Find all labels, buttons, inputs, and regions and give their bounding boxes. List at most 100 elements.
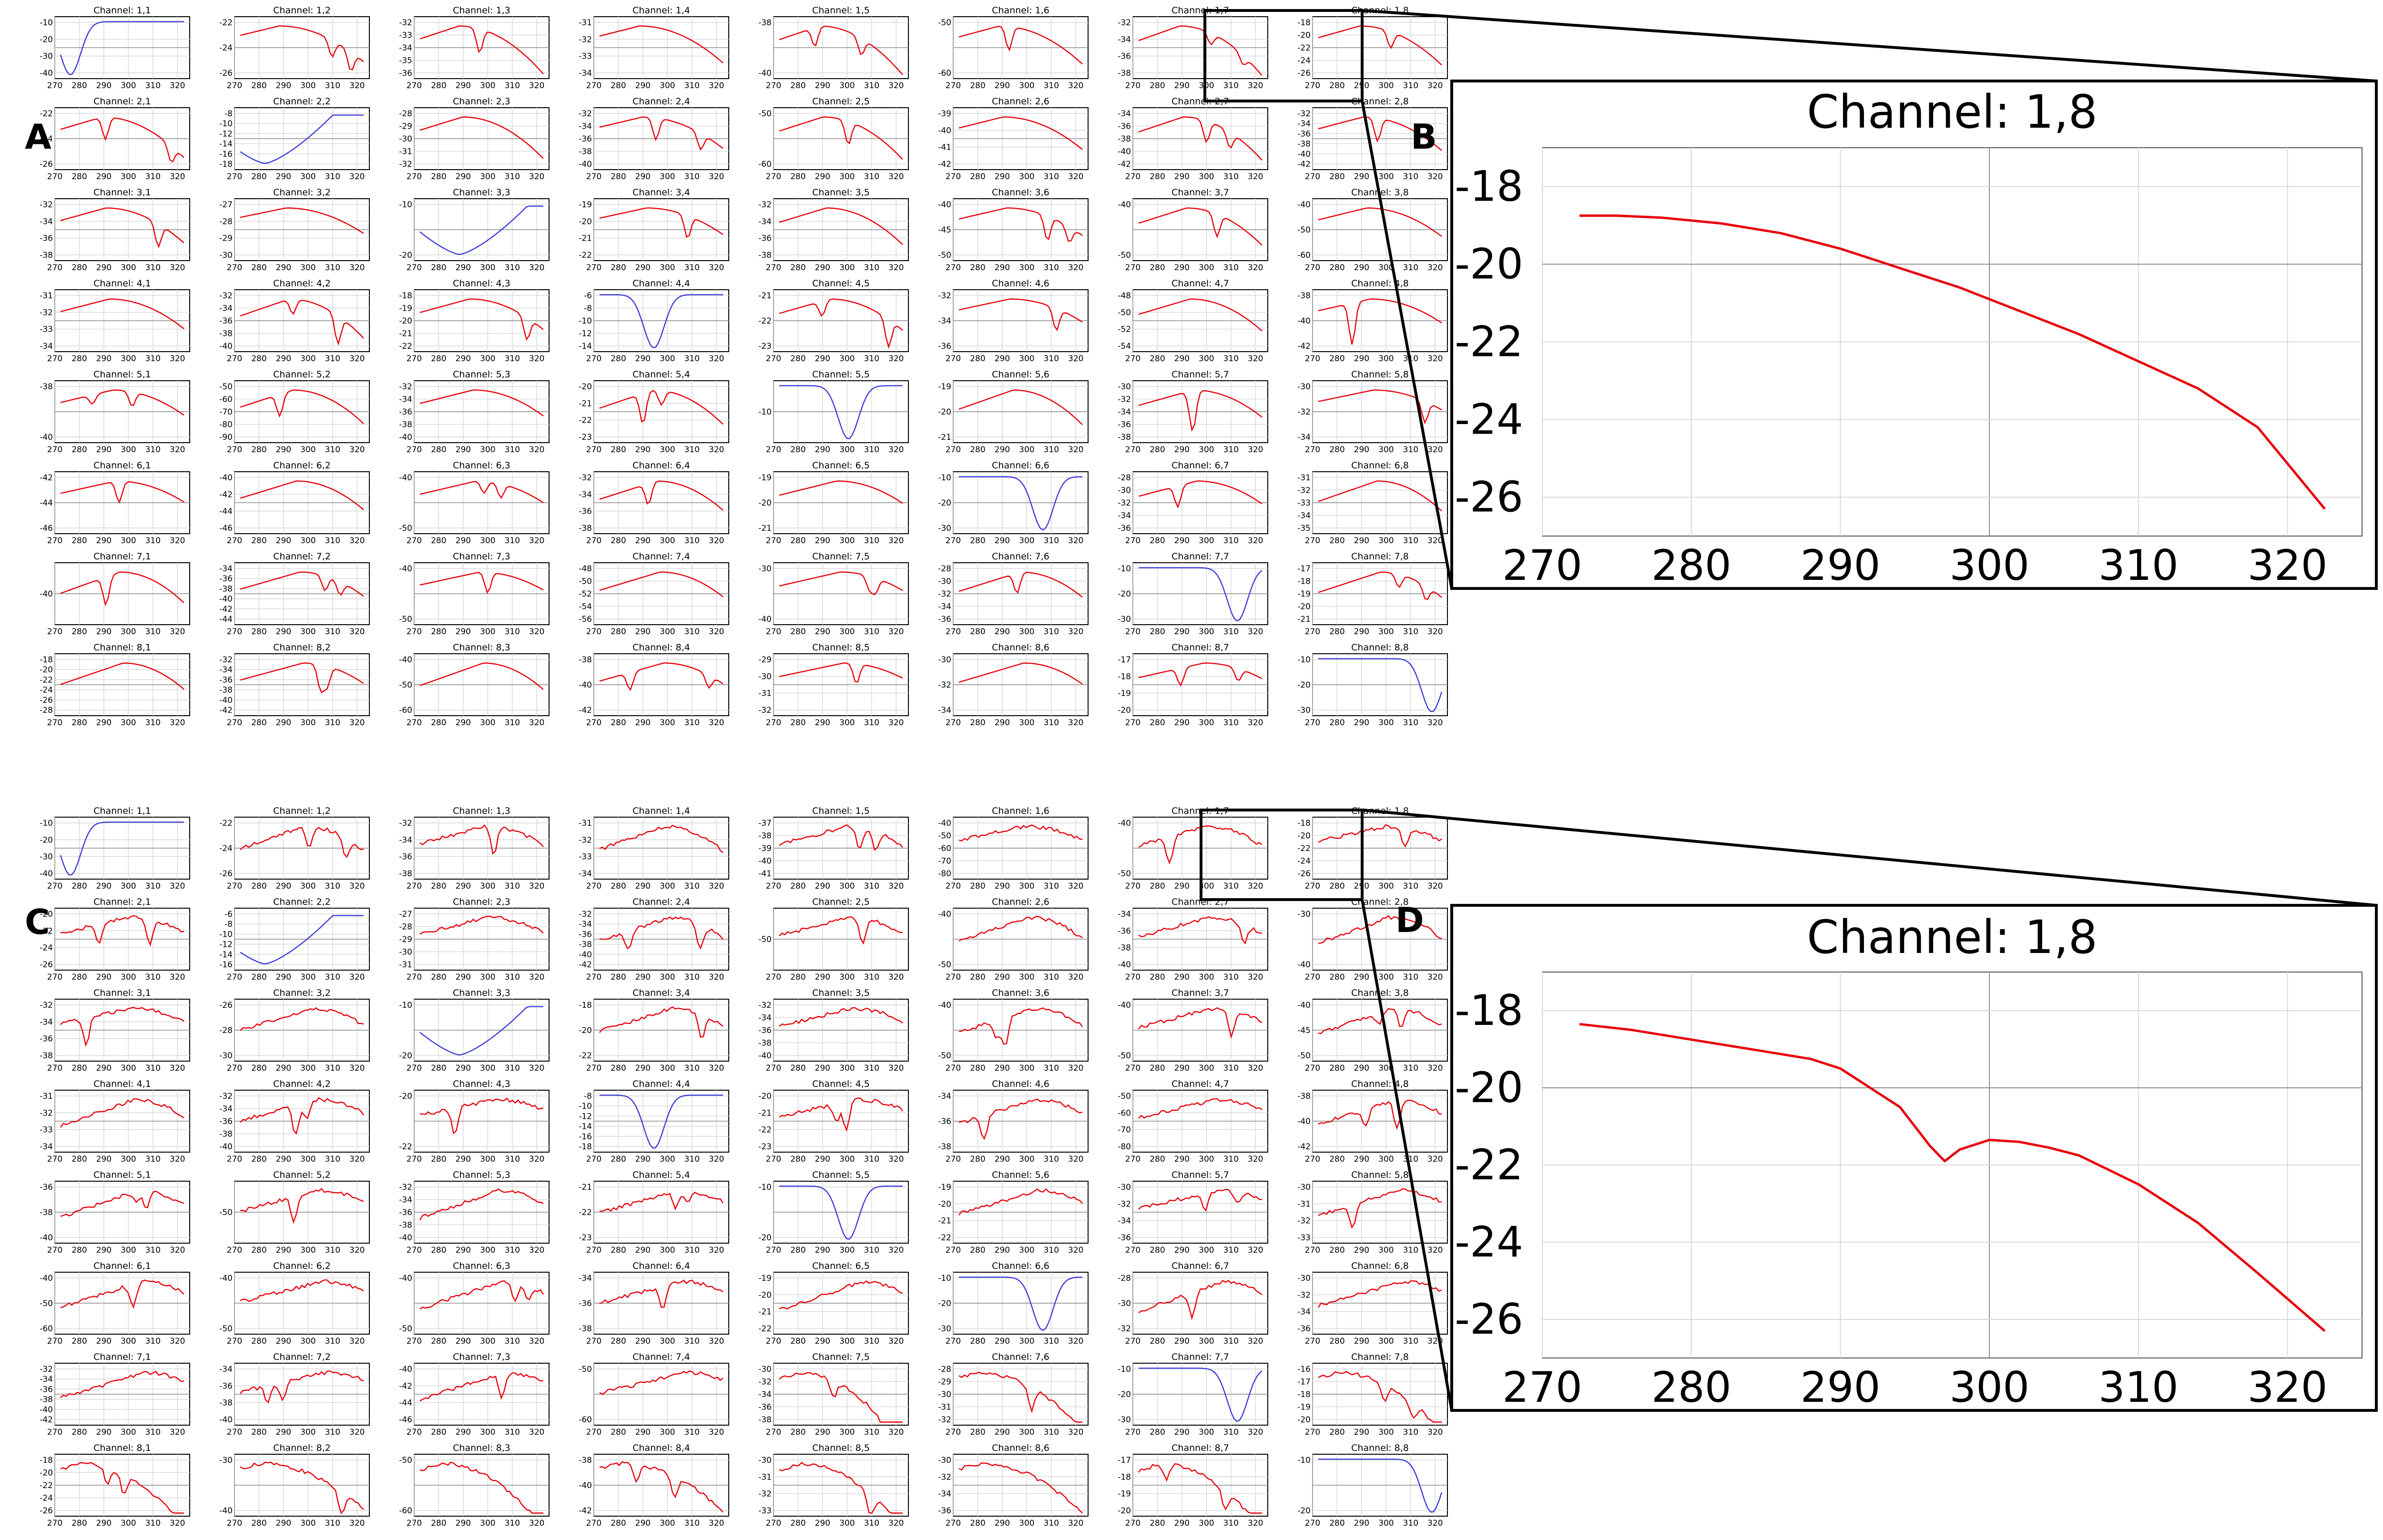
y-tick-label: -40 bbox=[1297, 1001, 1311, 1010]
subplot-title: Channel: 5,7 bbox=[1171, 369, 1229, 380]
x-tick-label: 310 bbox=[684, 81, 700, 91]
subplot-title: Channel: 4,1 bbox=[93, 1079, 151, 1089]
x-tick-label: 320 bbox=[888, 172, 904, 182]
x-tick-label: 280 bbox=[431, 881, 446, 891]
series-line bbox=[1138, 1188, 1263, 1212]
x-tick-label: 320 bbox=[888, 81, 904, 91]
y-tick-label: -36 bbox=[1118, 1233, 1131, 1243]
y-tick-label: -20 bbox=[938, 1199, 951, 1209]
x-tick-label: 300 bbox=[480, 973, 495, 982]
y-tick-label: -40 bbox=[1118, 1001, 1131, 1010]
subplot-1-8: Channel: 1,8270280290300310320-18-20-22-… bbox=[1297, 806, 1448, 891]
x-tick-label: 310 bbox=[1223, 536, 1239, 546]
x-tick-label: 300 bbox=[839, 1155, 855, 1164]
y-tick-label: -22 bbox=[938, 1233, 951, 1243]
series-line bbox=[599, 571, 723, 598]
x-tick-label: 280 bbox=[970, 172, 985, 182]
x-tick-label: 290 bbox=[635, 445, 651, 455]
subplot-title: Channel: 1,1 bbox=[93, 5, 151, 16]
x-tick-label: 290 bbox=[1354, 354, 1369, 364]
y-tick-label: -30 bbox=[758, 1456, 772, 1465]
x-tick-label: 300 bbox=[1019, 81, 1034, 91]
series-line bbox=[60, 1098, 184, 1128]
x-tick-label: 310 bbox=[505, 627, 520, 637]
x-tick-label: 290 bbox=[1174, 1337, 1190, 1346]
x-tick-label: 300 bbox=[300, 973, 316, 982]
y-tick-label: -20 bbox=[758, 1092, 772, 1101]
x-tick-label: 290 bbox=[276, 881, 291, 891]
subplot-title: Channel: 7,4 bbox=[632, 551, 690, 562]
y-tick-label: -29 bbox=[399, 935, 412, 944]
x-tick-label: 320 bbox=[349, 263, 365, 273]
x-tick-label: 300 bbox=[300, 1155, 316, 1164]
y-tick-label: -36 bbox=[399, 852, 412, 862]
y-tick-label: -32 bbox=[938, 1472, 951, 1482]
y-tick-label: -24 bbox=[219, 844, 233, 853]
x-tick-label: 300 bbox=[480, 1155, 495, 1164]
y-tick-label: -33 bbox=[1297, 498, 1311, 508]
y-tick-label: -40 bbox=[758, 69, 772, 78]
y-tick-label: -20 bbox=[758, 1233, 772, 1243]
subplot-title: Channel: 4,2 bbox=[273, 278, 331, 289]
y-tick-label: -32 bbox=[579, 910, 592, 919]
x-tick-label: 300 bbox=[121, 81, 136, 91]
x-tick-label: 280 bbox=[970, 1246, 985, 1255]
x-tick-label: 290 bbox=[456, 1519, 471, 1528]
x-tick-label: 280 bbox=[790, 881, 805, 891]
series-line bbox=[240, 662, 364, 694]
y-tick-label: -30 bbox=[1297, 1183, 1311, 1192]
x-tick-label: 290 bbox=[635, 1519, 651, 1528]
y-tick-label: -20 bbox=[40, 910, 53, 919]
x-tick-label: 310 bbox=[1223, 1428, 1239, 1437]
x-tick-label: 320 bbox=[349, 1428, 365, 1437]
x-tick-label: 280 bbox=[970, 81, 985, 91]
x-tick-label: 300 bbox=[839, 1428, 855, 1437]
x-tick-label: 270 bbox=[1502, 1363, 1582, 1412]
x-tick-label: 320 bbox=[1427, 536, 1443, 546]
y-tick-label: -38 bbox=[1118, 943, 1131, 953]
series-line bbox=[419, 116, 544, 159]
y-tick-label: -42 bbox=[1297, 1142, 1311, 1152]
subplot-title: Channel: 2,2 bbox=[273, 96, 331, 107]
subplot-title: Channel: 1,1 bbox=[93, 806, 151, 816]
y-tick-label: -34 bbox=[40, 1142, 53, 1152]
x-tick-label: 300 bbox=[480, 1064, 495, 1073]
subplot-title: Channel: 4,8 bbox=[1351, 278, 1409, 289]
x-tick-label: 320 bbox=[529, 354, 544, 364]
x-tick-label: 320 bbox=[170, 881, 185, 891]
x-tick-label: 300 bbox=[121, 1337, 136, 1346]
y-tick-label: -33 bbox=[399, 31, 412, 41]
series-line bbox=[1318, 915, 1442, 944]
x-tick-label: 310 bbox=[505, 445, 520, 455]
subplot-title: Channel: 8,8 bbox=[1351, 1443, 1409, 1453]
y-tick-label: -14 bbox=[219, 140, 233, 149]
x-tick-label: 280 bbox=[970, 445, 985, 455]
y-tick-label: -6 bbox=[584, 291, 592, 301]
y-tick-label: -40 bbox=[219, 473, 233, 483]
x-tick-label: 280 bbox=[431, 1428, 446, 1437]
subplot-title: Channel: 5,4 bbox=[632, 1170, 690, 1180]
x-tick-label: 270 bbox=[586, 718, 601, 728]
y-tick-label: -38 bbox=[579, 147, 592, 157]
x-tick-label: 300 bbox=[1019, 354, 1034, 364]
y-tick-label: -40 bbox=[758, 857, 772, 866]
x-tick-label: 280 bbox=[431, 718, 446, 728]
y-tick-label: -19 bbox=[938, 1183, 951, 1192]
x-tick-label: 280 bbox=[431, 627, 446, 637]
x-tick-label: 290 bbox=[995, 445, 1010, 455]
y-tick-label: -40 bbox=[579, 1481, 592, 1490]
subplot-title: Channel: 6,7 bbox=[1171, 460, 1229, 471]
x-tick-label: 280 bbox=[431, 1519, 446, 1528]
y-tick-label: -28 bbox=[1118, 1274, 1131, 1283]
x-tick-label: 320 bbox=[349, 973, 365, 982]
x-tick-label: 310 bbox=[145, 536, 161, 546]
y-tick-label: -30 bbox=[938, 655, 951, 665]
series-line bbox=[599, 916, 723, 950]
x-tick-label: 280 bbox=[1150, 973, 1165, 982]
x-tick-label: 270 bbox=[1125, 1064, 1141, 1073]
